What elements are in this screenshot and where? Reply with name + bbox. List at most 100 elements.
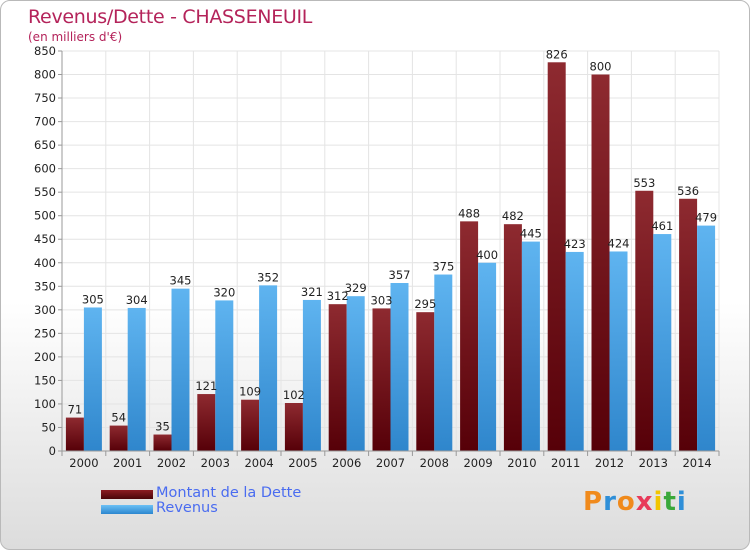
logo-letter: i bbox=[653, 487, 664, 517]
x-tick-label: 2007 bbox=[376, 456, 405, 470]
data-label: 488 bbox=[458, 206, 480, 220]
data-label: 826 bbox=[546, 47, 568, 61]
bar-revenus bbox=[346, 296, 365, 451]
legend-label-revenus: Revenus bbox=[156, 500, 218, 516]
y-tick-label: 750 bbox=[34, 91, 56, 105]
x-tick-label: 2012 bbox=[595, 456, 624, 470]
logo-letter: t bbox=[663, 487, 677, 517]
x-tick-label: 2014 bbox=[682, 456, 711, 470]
x-tick-label: 2013 bbox=[639, 456, 668, 470]
data-label: 321 bbox=[301, 285, 323, 299]
data-label: 305 bbox=[82, 292, 104, 306]
bar-revenus bbox=[259, 285, 278, 451]
data-label: 375 bbox=[432, 260, 454, 274]
data-label: 482 bbox=[502, 209, 524, 223]
data-label: 345 bbox=[170, 274, 192, 288]
logo-letter: x bbox=[635, 487, 654, 517]
y-tick-label: 350 bbox=[34, 279, 56, 293]
bar-revenus bbox=[565, 251, 584, 451]
bar-revenus bbox=[390, 283, 409, 451]
data-label: 303 bbox=[371, 293, 393, 307]
bar-dette bbox=[241, 399, 260, 451]
y-tick-label: 300 bbox=[34, 303, 56, 317]
bar-revenus bbox=[215, 300, 234, 451]
bar-dette bbox=[65, 417, 84, 451]
bar-dette bbox=[416, 312, 435, 451]
data-label: 304 bbox=[126, 293, 148, 307]
x-tick-label: 2009 bbox=[463, 456, 492, 470]
y-tick-label: 250 bbox=[34, 326, 56, 340]
data-label: 71 bbox=[68, 403, 83, 417]
bar-revenus bbox=[171, 288, 190, 451]
proxiti-logo: Proxiti bbox=[583, 487, 687, 517]
data-label: 35 bbox=[155, 420, 170, 434]
bar-revenus bbox=[302, 299, 321, 451]
data-label: 424 bbox=[608, 236, 630, 250]
data-label: 357 bbox=[389, 268, 411, 282]
x-tick-label: 2005 bbox=[288, 456, 317, 470]
bar-revenus bbox=[478, 262, 497, 451]
data-label: 461 bbox=[651, 219, 673, 233]
bar-revenus bbox=[609, 251, 628, 451]
y-tick-label: 150 bbox=[34, 373, 56, 387]
logo-letter: i bbox=[676, 487, 687, 517]
data-label: 800 bbox=[590, 60, 612, 74]
bar-dette bbox=[547, 62, 566, 451]
data-label: 352 bbox=[257, 270, 279, 284]
y-tick-label: 50 bbox=[41, 420, 56, 434]
bar-dette bbox=[109, 425, 128, 451]
bar-dette bbox=[197, 394, 216, 451]
bar-dette bbox=[679, 198, 698, 451]
bar-dette bbox=[591, 74, 610, 451]
y-tick-label: 550 bbox=[34, 185, 56, 199]
y-tick-label: 450 bbox=[34, 232, 56, 246]
data-label: 320 bbox=[213, 285, 235, 299]
bar-dette bbox=[328, 304, 347, 451]
data-label: 553 bbox=[633, 176, 655, 190]
data-label: 54 bbox=[111, 411, 126, 425]
data-label: 479 bbox=[695, 211, 717, 225]
bar-revenus bbox=[83, 307, 102, 451]
logo-letter: P bbox=[583, 487, 604, 517]
x-tick-label: 2004 bbox=[244, 456, 273, 470]
legend-swatch-revenus bbox=[101, 505, 153, 514]
y-tick-label: 100 bbox=[34, 397, 56, 411]
y-tick-label: 0 bbox=[49, 444, 56, 458]
bar-dette bbox=[372, 308, 391, 451]
data-label: 109 bbox=[239, 385, 261, 399]
x-tick-label: 2000 bbox=[69, 456, 98, 470]
y-tick-label: 600 bbox=[34, 162, 56, 176]
bar-revenus bbox=[127, 307, 146, 451]
data-label: 295 bbox=[414, 297, 436, 311]
data-label: 312 bbox=[327, 289, 349, 303]
legend-swatch-dette bbox=[101, 490, 153, 499]
bar-dette bbox=[635, 190, 654, 451]
y-tick-label: 850 bbox=[34, 44, 56, 58]
x-tick-label: 2011 bbox=[551, 456, 580, 470]
chart-subtitle: (en milliers d'€) bbox=[28, 30, 123, 44]
bars bbox=[65, 62, 716, 451]
x-tick-label: 2006 bbox=[332, 456, 361, 470]
bar-revenus bbox=[653, 234, 672, 451]
y-tick-label: 800 bbox=[34, 68, 56, 82]
y-tick-label: 700 bbox=[34, 115, 56, 129]
x-tick-label: 2002 bbox=[157, 456, 186, 470]
chart-title: Revenus/Dette - CHASSENEUIL bbox=[28, 6, 313, 28]
data-label: 329 bbox=[345, 281, 367, 295]
x-tick-label: 2003 bbox=[201, 456, 230, 470]
data-label: 445 bbox=[520, 227, 542, 241]
labels: 0 50 100 150 200 250 300 350 400 450 500 550 600 650 7… bbox=[34, 44, 717, 470]
x-tick-label: 2008 bbox=[420, 456, 449, 470]
data-label: 400 bbox=[476, 248, 498, 262]
logo-letter: r bbox=[603, 487, 617, 517]
legend-label-dette: Montant de la Dette bbox=[156, 485, 302, 501]
y-tick-label: 400 bbox=[34, 256, 56, 270]
bar-dette bbox=[284, 403, 303, 451]
bar-revenus bbox=[697, 225, 716, 451]
x-tick-label: 2010 bbox=[507, 456, 536, 470]
data-label: 423 bbox=[564, 237, 586, 251]
bar-revenus bbox=[434, 274, 453, 451]
axes bbox=[58, 50, 720, 456]
